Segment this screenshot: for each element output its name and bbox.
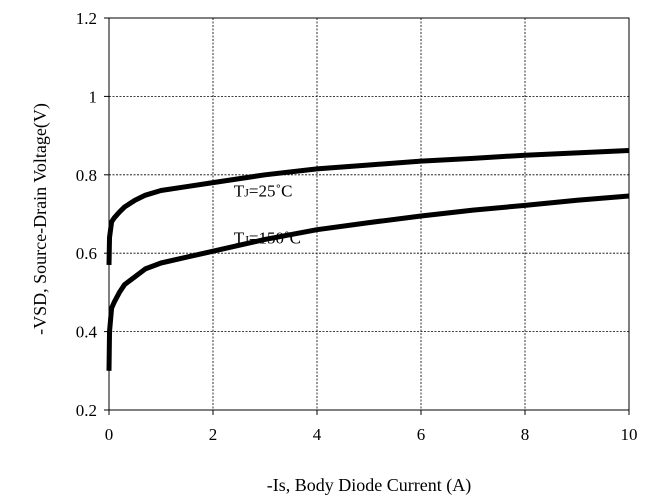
x-tick-label: 2 xyxy=(209,425,218,444)
x-tick-label: 8 xyxy=(521,425,530,444)
y-axis-title: -VSD, Source-Drain Voltage(V) xyxy=(30,103,51,335)
y-tick-label: 0.4 xyxy=(76,323,98,342)
y-tick-label: 0.6 xyxy=(76,244,97,263)
y-tick-label: 0.2 xyxy=(76,401,97,420)
y-tick-label: 1.2 xyxy=(76,9,97,28)
x-tick-label: 4 xyxy=(313,425,322,444)
series-annotation: TJ=25˚C xyxy=(234,181,293,200)
annotation-layer: TJ=25˚C TJ=150˚C xyxy=(234,181,301,247)
x-tick-label: 10 xyxy=(621,425,638,444)
x-axis-title: -Is, Body Diode Current (A) xyxy=(267,475,471,496)
grid-layer xyxy=(109,18,629,410)
plot-frame xyxy=(108,17,630,411)
series-line xyxy=(106,148,630,266)
y-tick-label: 1 xyxy=(89,87,98,106)
series-line xyxy=(106,193,630,371)
tick-layer: 0 2 4 6 8 10 0.2 0.4 0.6 0.8 1 1.2 xyxy=(76,9,638,444)
x-tick-label: 0 xyxy=(105,425,114,444)
y-tick-label: 0.8 xyxy=(76,166,97,185)
x-tick-label: 6 xyxy=(417,425,426,444)
series-annotation: TJ=150˚C xyxy=(234,228,301,247)
series-layer xyxy=(106,148,630,371)
